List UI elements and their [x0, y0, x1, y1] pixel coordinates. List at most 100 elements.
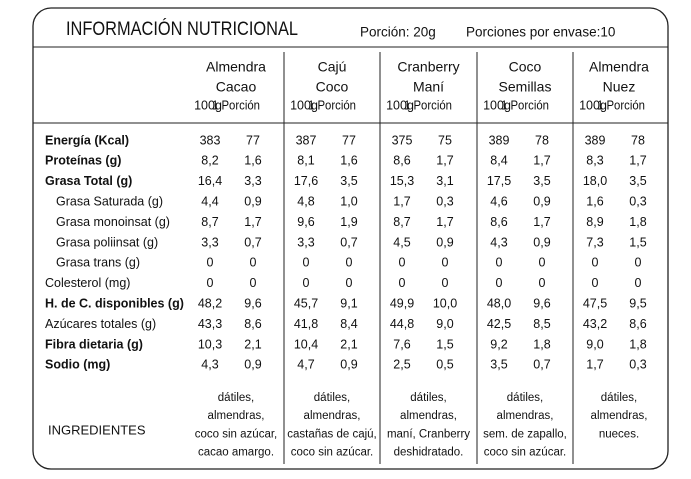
cell-value: 0: [346, 276, 353, 290]
ingredient: sem. de zapallo,: [483, 428, 567, 440]
cell-value: 0: [442, 256, 449, 270]
product-name: Semillas: [499, 79, 552, 95]
cell-value: 3,3: [244, 174, 261, 188]
cell-value: 3,5: [533, 174, 550, 188]
row-label: Sodio (mg): [45, 358, 110, 372]
cell-value: 389: [585, 133, 606, 147]
cell-value: 0,7: [244, 235, 261, 249]
cell-value: 43,3: [198, 317, 222, 331]
ingredient: castañas de cajú,: [287, 428, 377, 440]
cell-value: 4,4: [201, 194, 218, 208]
cell-value: 8,5: [533, 317, 550, 331]
cell-value: 8,1: [297, 154, 314, 168]
row-label: Grasa Total (g): [45, 174, 132, 188]
cell-value: 1,8: [629, 337, 646, 351]
cell-value: 9,6: [297, 215, 314, 229]
cell-value: 383: [200, 133, 221, 147]
cell-value: 77: [342, 133, 356, 147]
cell-value: 2,1: [244, 337, 261, 351]
ingredient: cacao amargo.: [198, 447, 274, 459]
cell-value: 387: [296, 133, 317, 147]
ingredient: coco sin azúcar.: [484, 447, 566, 459]
cell-value: 0: [303, 256, 310, 270]
cell-value: 0: [207, 276, 214, 290]
cell-value: 10,3: [198, 337, 222, 351]
ingredient: dátiles,: [507, 392, 543, 404]
row-label: Grasa Saturada (g): [56, 194, 163, 208]
cell-value: 9,5: [629, 296, 646, 310]
cell-value: 1,6: [586, 194, 603, 208]
ingredient: almendras,: [304, 410, 361, 422]
product-name: Coco: [316, 79, 349, 95]
cell-value: 3,1: [436, 174, 453, 188]
cell-value: 4,3: [490, 235, 507, 249]
cell-value: 3,3: [297, 235, 314, 249]
cell-value: 3,5: [340, 174, 357, 188]
product-name: Coco: [509, 59, 542, 75]
row-label: Energía (Kcal): [45, 133, 129, 147]
cell-value: 0,9: [244, 194, 261, 208]
cell-value: 49,9: [390, 296, 414, 310]
cell-value: 7,6: [393, 337, 410, 351]
ingredient: nueces.: [599, 428, 639, 440]
cell-value: 8,4: [340, 317, 357, 331]
cell-value: 77: [246, 133, 260, 147]
cell-value: 0: [496, 276, 503, 290]
ingredient: almendras,: [497, 410, 554, 422]
cell-value: 0: [250, 256, 257, 270]
cell-value: 0: [592, 276, 599, 290]
cell-value: 8,7: [201, 215, 218, 229]
cell-value: 18,0: [583, 174, 607, 188]
cell-value: 8,9: [586, 215, 603, 229]
cell-value: 1,8: [629, 215, 646, 229]
cell-value: 3,5: [490, 358, 507, 372]
unit-label: 100g: [483, 98, 511, 112]
cell-value: 0: [346, 256, 353, 270]
ingredient: deshidratado.: [394, 447, 464, 459]
product-name: Maní: [413, 79, 444, 95]
cell-value: 1,5: [629, 235, 646, 249]
cell-value: 1,6: [244, 154, 261, 168]
cell-value: 0: [635, 256, 642, 270]
unit-label: 100g: [194, 98, 222, 112]
ingredient: dátiles,: [601, 392, 637, 404]
row-label: Colesterol (mg): [45, 276, 130, 290]
cell-value: 0: [399, 276, 406, 290]
cell-value: 45,7: [294, 296, 318, 310]
cell-value: 9,1: [340, 296, 357, 310]
cell-value: 4,6: [490, 194, 507, 208]
cell-value: 10,4: [294, 337, 318, 351]
unit-label: 100g: [386, 98, 414, 112]
cell-value: 47,5: [583, 296, 607, 310]
cell-value: 3,3: [201, 235, 218, 249]
cell-value: 0,7: [533, 358, 550, 372]
cell-value: 4,8: [297, 194, 314, 208]
row-label: Azúcares totales (g): [45, 317, 156, 331]
cell-value: 8,6: [393, 154, 410, 168]
ingredient: dátiles,: [218, 392, 254, 404]
row-label: Grasa poliinsat (g): [56, 235, 158, 249]
product-name: Nuez: [603, 79, 636, 95]
cell-value: 0,9: [340, 358, 357, 372]
cell-value: 9,6: [244, 296, 261, 310]
cell-value: 1,7: [586, 358, 603, 372]
product-name: Cajú: [318, 59, 347, 75]
cell-value: 9,2: [490, 337, 507, 351]
cell-value: 1,7: [629, 154, 646, 168]
cell-value: 4,7: [297, 358, 314, 372]
cell-value: 0,3: [629, 194, 646, 208]
cell-value: 8,6: [490, 215, 507, 229]
cell-value: 48,0: [487, 296, 511, 310]
ingredient: almendras,: [400, 410, 457, 422]
cell-value: 0,9: [244, 358, 261, 372]
cell-value: 1,7: [244, 215, 261, 229]
cell-value: 0,9: [533, 235, 550, 249]
ingredient: coco sin azúcar,: [195, 428, 277, 440]
cell-value: 0: [442, 276, 449, 290]
cell-value: 1,5: [436, 337, 453, 351]
product-name: Cacao: [216, 79, 257, 95]
cell-value: 8,3: [586, 154, 603, 168]
unit-label: 1 Porción: [404, 98, 452, 112]
cell-value: 0,3: [436, 194, 453, 208]
